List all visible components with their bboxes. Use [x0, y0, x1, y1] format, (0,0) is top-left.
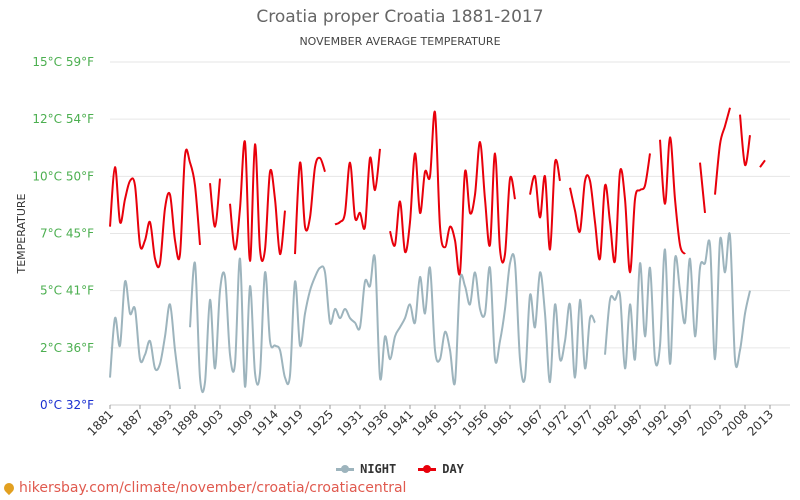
- x-tick-label: 1982: [590, 407, 621, 438]
- series-line-day: [759, 159, 766, 168]
- legend-day-label: DAY: [442, 462, 464, 476]
- x-tick-label: 1956: [460, 407, 491, 438]
- x-tick-label: 1914: [250, 407, 281, 438]
- x-tick-label: 1941: [385, 407, 416, 438]
- x-tick-label: 1951: [435, 407, 466, 438]
- x-tick-label: 1919: [275, 407, 306, 438]
- y-tick-label: 2°C 36°F: [40, 341, 94, 355]
- x-tick-label: 1967: [515, 407, 546, 438]
- series-line-day: [294, 156, 326, 255]
- x-tick-label: 1931: [335, 407, 366, 438]
- series-line-day: [209, 178, 221, 228]
- x-tick-label: 2013: [745, 407, 776, 438]
- source-link[interactable]: hikersbay.com/climate/november/croatia/c…: [1, 480, 407, 496]
- series-line-day: [229, 140, 286, 262]
- x-tick-label: 2003: [695, 407, 726, 438]
- x-tick-label: 1925: [305, 407, 336, 438]
- series-line-day: [699, 162, 706, 214]
- y-tick-label: 5°C 41°F: [40, 284, 94, 298]
- series-line-day: [714, 107, 731, 195]
- source-link-text: hikersbay.com/climate/november/croatia/c…: [19, 480, 407, 496]
- x-tick-label: 1961: [485, 407, 516, 438]
- legend-day-marker: [418, 464, 437, 473]
- legend-night-label: NIGHT: [360, 462, 397, 476]
- x-tick-label: 1946: [410, 407, 441, 438]
- y-tick-label: 12°C 54°F: [32, 112, 94, 126]
- series-line-day: [334, 148, 381, 230]
- x-tick-label: 1997: [665, 407, 696, 438]
- y-axis-title: TEMPERATURE: [15, 193, 28, 274]
- series-line-day: [739, 114, 751, 166]
- chart-legend: NIGHT DAY: [0, 462, 800, 476]
- series-line-night: [109, 280, 181, 390]
- series-line-day: [569, 153, 651, 274]
- legend-night-marker: [336, 464, 355, 473]
- x-tick-label: 1987: [615, 407, 646, 438]
- series-line-day: [389, 110, 516, 276]
- chart-subtitle: NOVEMBER AVERAGE TEMPERATURE: [299, 35, 501, 48]
- x-tick-label: 1909: [225, 407, 256, 438]
- y-tick-label: 10°C 50°F: [32, 169, 94, 183]
- y-tick-label: 0°C 32°F: [40, 398, 94, 412]
- chart-title: Croatia proper Croatia 1881-2017: [256, 7, 544, 27]
- location-pin-icon: [1, 480, 17, 496]
- series-line-day: [109, 148, 201, 269]
- series-line-night: [189, 253, 596, 394]
- x-tick-label: 1972: [540, 407, 571, 438]
- x-tick-label: 2008: [720, 407, 751, 438]
- x-tick-label: 1893: [145, 407, 176, 438]
- x-tick-label: 1992: [640, 407, 671, 438]
- legend-item-day[interactable]: DAY: [418, 462, 464, 476]
- x-tick-label: 1898: [170, 407, 201, 438]
- series-line-night: [604, 232, 751, 370]
- y-tick-label: 15°C 59°F: [32, 55, 94, 69]
- series-line-day: [659, 136, 686, 255]
- series-line-day: [529, 158, 561, 251]
- legend-item-night[interactable]: NIGHT: [336, 462, 396, 476]
- x-tick-label: 1903: [195, 407, 226, 438]
- y-tick-label: 7°C 45°F: [40, 227, 94, 241]
- x-tick-label: 1977: [565, 407, 596, 438]
- x-tick-label: 1936: [360, 407, 391, 438]
- x-tick-label: 1887: [115, 407, 146, 438]
